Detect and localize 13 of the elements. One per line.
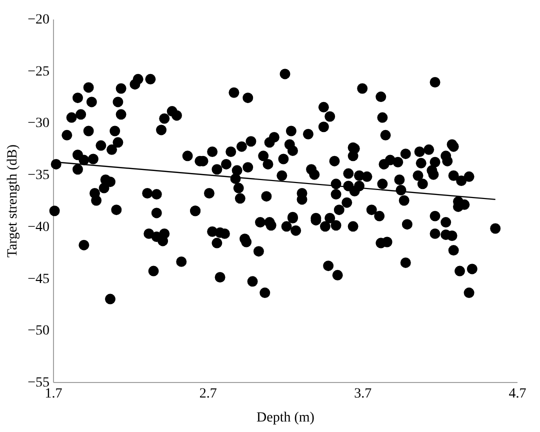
y-tick-label: −35	[28, 168, 50, 184]
y-axis-title: Target strength (dB)	[6, 144, 21, 258]
x-tick-label: 1.7	[44, 386, 62, 402]
x-tick-label: 3.7	[354, 386, 372, 402]
y-tick-label: −50	[28, 324, 50, 339]
y-tick-label: −25	[28, 64, 50, 80]
x-tick-label: 2.7	[199, 386, 217, 402]
y-tick-label: −40	[28, 220, 50, 235]
y-tick-label: −45	[28, 272, 50, 287]
x-axis-title: Depth (m)	[256, 410, 315, 426]
y-tick-label: −20	[28, 12, 50, 28]
x-tick-label: 4.7	[508, 386, 526, 402]
y-tick-label: −30	[28, 116, 50, 132]
